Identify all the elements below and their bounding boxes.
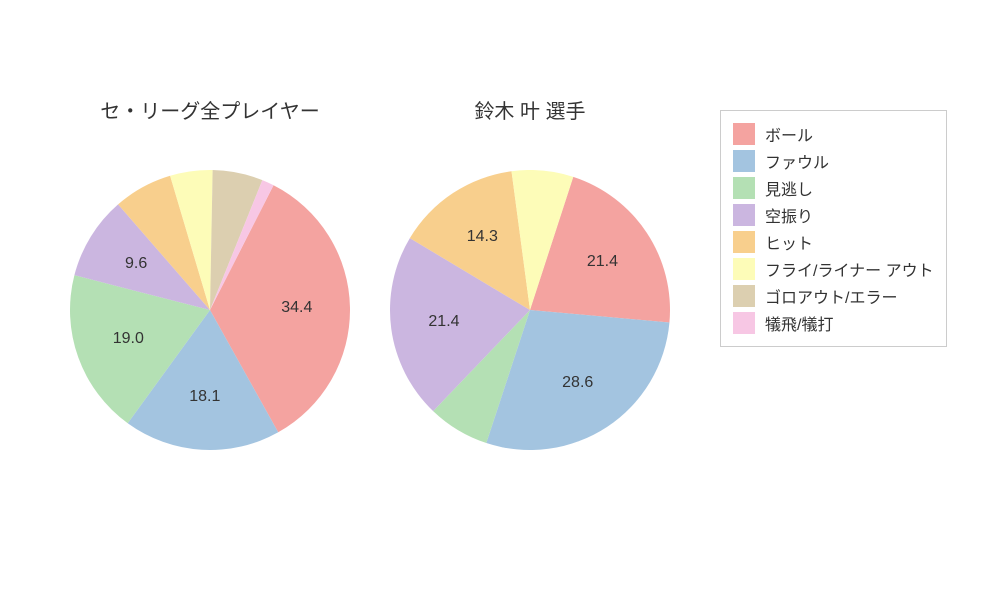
slice-label-league-swinging: 9.6 bbox=[125, 255, 147, 273]
legend-swatch-looking bbox=[733, 177, 755, 199]
legend-label-flyliner: フライ/ライナー アウト bbox=[765, 257, 934, 281]
legend-swatch-hit bbox=[733, 231, 755, 253]
legend-item-hit: ヒット bbox=[733, 230, 934, 254]
legend-item-swinging: 空振り bbox=[733, 203, 934, 227]
legend: ボールファウル見逃し空振りヒットフライ/ライナー アウトゴロアウト/エラー犠飛/… bbox=[720, 110, 947, 347]
legend-label-foul: ファウル bbox=[765, 149, 829, 173]
pie-player: 21.4 28.6 21.4 14.3 bbox=[390, 170, 670, 450]
legend-item-ball: ボール bbox=[733, 122, 934, 146]
slice-label-player-hit: 14.3 bbox=[467, 228, 498, 246]
chart-stage: セ・リーグ全プレイヤー 34.4 18.1 19.0 9.6 鈴木 叶 選手 21.4 28.… bbox=[0, 0, 1000, 600]
legend-label-groundout: ゴロアウト/エラー bbox=[765, 284, 897, 308]
legend-label-looking: 見逃し bbox=[765, 176, 813, 200]
legend-swatch-foul bbox=[733, 150, 755, 172]
legend-swatch-flyliner bbox=[733, 258, 755, 280]
legend-label-sacrifice: 犠飛/犠打 bbox=[765, 311, 833, 335]
slice-label-league-looking: 19.0 bbox=[113, 330, 144, 348]
slice-label-player-foul: 28.6 bbox=[562, 374, 593, 392]
legend-item-sacrifice: 犠飛/犠打 bbox=[733, 311, 934, 335]
legend-item-foul: ファウル bbox=[733, 149, 934, 173]
legend-label-ball: ボール bbox=[765, 122, 813, 146]
legend-item-looking: 見逃し bbox=[733, 176, 934, 200]
legend-label-swinging: 空振り bbox=[765, 203, 813, 227]
legend-swatch-sacrifice bbox=[733, 312, 755, 334]
slice-label-player-swinging: 21.4 bbox=[428, 313, 459, 331]
legend-item-groundout: ゴロアウト/エラー bbox=[733, 284, 934, 308]
pie-league: 34.4 18.1 19.0 9.6 bbox=[70, 170, 350, 450]
slice-label-league-ball: 34.4 bbox=[281, 299, 312, 317]
legend-label-hit: ヒット bbox=[765, 230, 813, 254]
legend-item-flyliner: フライ/ライナー アウト bbox=[733, 257, 934, 281]
legend-swatch-swinging bbox=[733, 204, 755, 226]
slice-label-player-ball: 21.4 bbox=[587, 253, 618, 271]
legend-swatch-ball bbox=[733, 123, 755, 145]
legend-swatch-groundout bbox=[733, 285, 755, 307]
chart-title-league: セ・リーグ全プレイヤー bbox=[70, 95, 350, 124]
chart-title-player: 鈴木 叶 選手 bbox=[390, 95, 670, 124]
slice-label-league-foul: 18.1 bbox=[189, 388, 220, 406]
